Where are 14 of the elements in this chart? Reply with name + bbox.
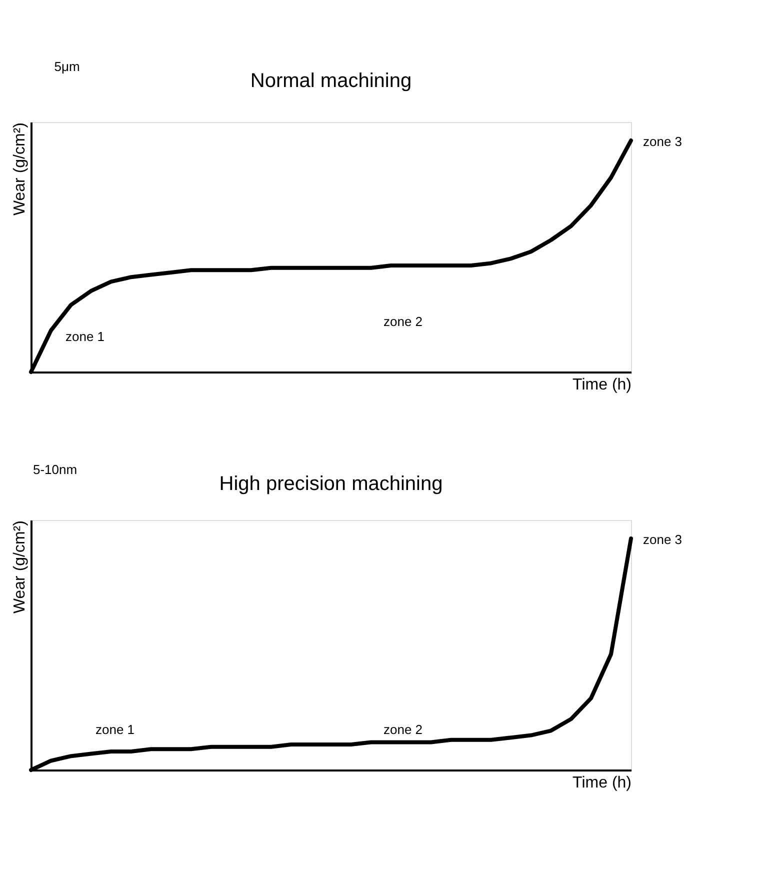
text: zone 3 (643, 134, 682, 149)
chart-title: Normal machining (250, 70, 412, 92)
annotation: zone 1 (95, 722, 135, 737)
annotation: zone 2 (383, 722, 423, 737)
y-axis-title: Wear (g/cm²) (12, 122, 28, 216)
text: 5-10nm (32, 462, 78, 477)
chart-title: High precision machining (219, 473, 443, 495)
x-axis-title: Time (h) (572, 774, 632, 792)
x-axis-title: Time (h) (572, 376, 632, 394)
annotation: zone 2 (383, 314, 423, 329)
text: zone 3 (643, 532, 682, 547)
y-axis-title: Wear (g/cm²) (12, 520, 28, 614)
text: 5μm (54, 59, 80, 74)
annotation: zone 1 (65, 329, 105, 344)
